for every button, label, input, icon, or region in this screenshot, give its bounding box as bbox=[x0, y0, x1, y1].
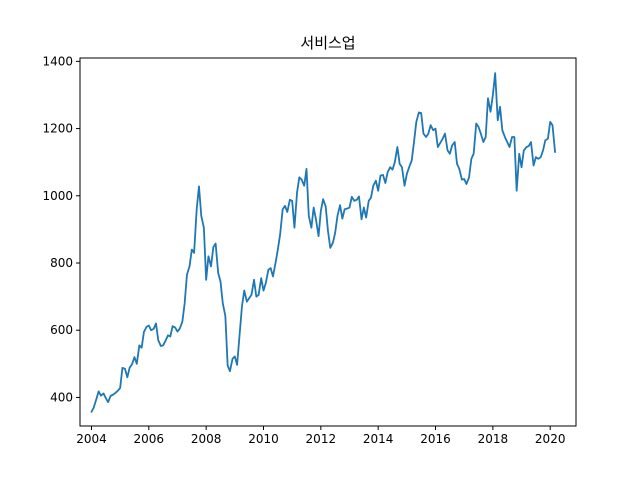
x-tick-label: 2008 bbox=[191, 432, 222, 446]
chart-title: 서비스업 bbox=[300, 34, 355, 52]
x-tick-label: 2014 bbox=[363, 432, 394, 446]
plot-frame bbox=[79, 57, 577, 427]
y-tick-label: 400 bbox=[50, 390, 73, 404]
x-tick-label: 2006 bbox=[134, 432, 165, 446]
y-tick-label: 800 bbox=[50, 256, 73, 270]
y-tick-label: 1200 bbox=[42, 122, 73, 136]
x-tick-label: 2016 bbox=[420, 432, 451, 446]
series-layer bbox=[90, 72, 556, 413]
y-tick-label: 1000 bbox=[42, 189, 73, 203]
x-tick-label: 2012 bbox=[306, 432, 337, 446]
y-tick-label: 1400 bbox=[42, 54, 73, 68]
x-tick-label: 2004 bbox=[76, 432, 107, 446]
x-tick-label: 2010 bbox=[248, 432, 279, 446]
y-tick-label: 600 bbox=[50, 323, 73, 337]
x-axis: 2004 2006 2008 2010 2012 2014 2016 2018 2020 bbox=[76, 426, 565, 446]
x-tick-label: 2020 bbox=[535, 432, 566, 446]
y-axis: 400 600 800 1000 1200 1400 bbox=[42, 54, 80, 404]
x-tick-label: 2018 bbox=[478, 432, 509, 446]
series-line bbox=[90, 72, 556, 413]
